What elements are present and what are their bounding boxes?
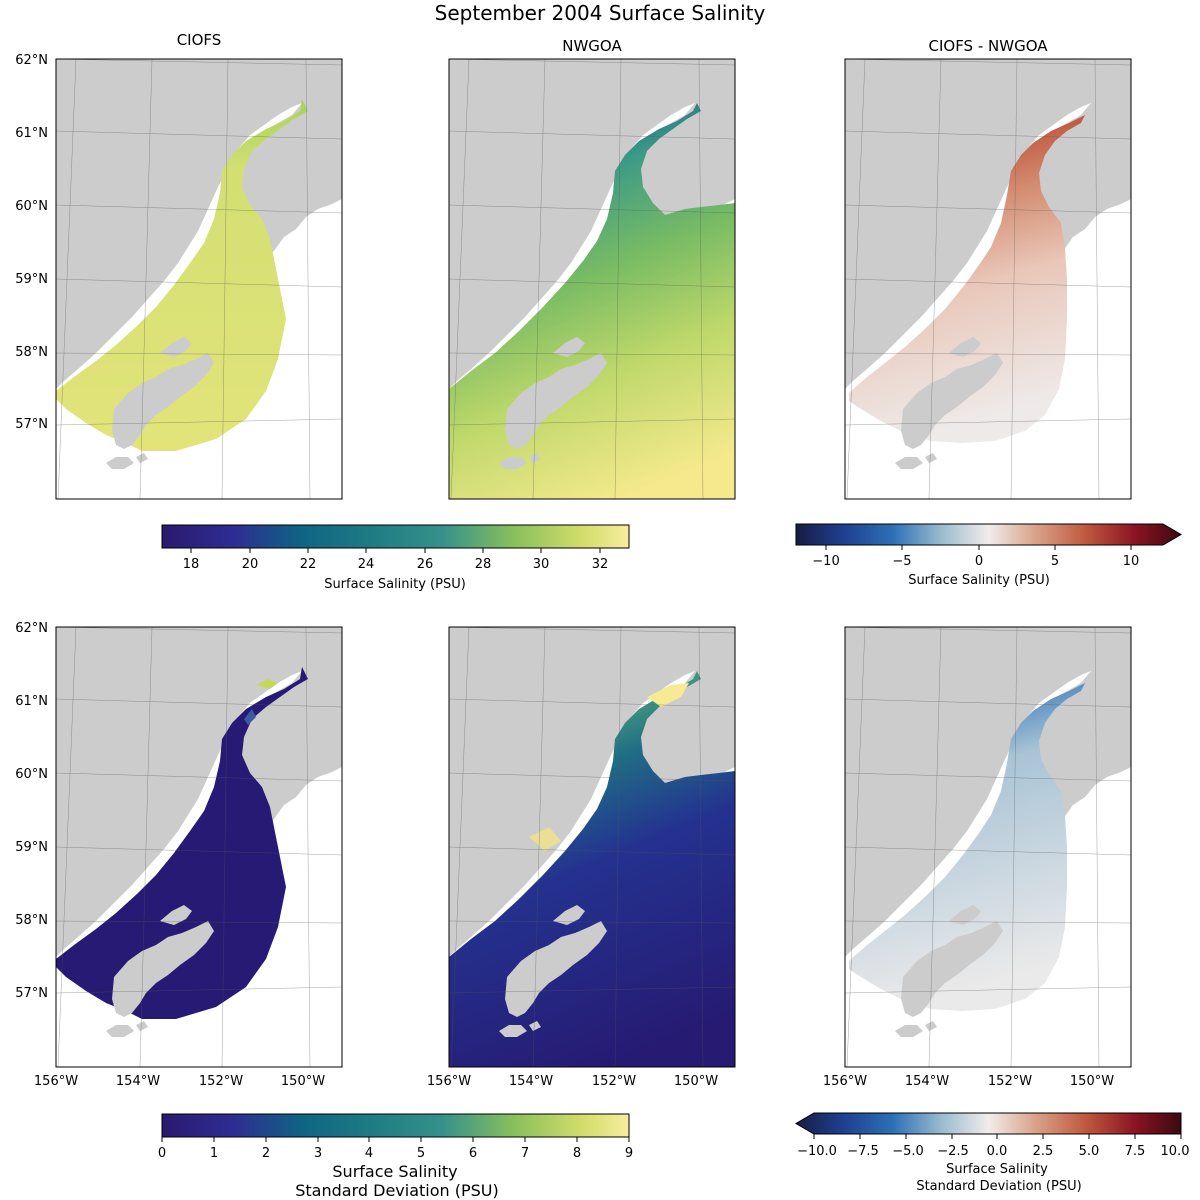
lon-label: 150°W xyxy=(281,1074,325,1089)
colorbar-tick-label: 28 xyxy=(475,557,492,572)
colorbar-label-line1: Surface Salinity xyxy=(332,1162,457,1181)
colorbar-label: Surface Salinity (PSU) xyxy=(908,573,1050,588)
colorbar-tick-label: 22 xyxy=(300,557,317,572)
colorbar-tick-label: 2 xyxy=(262,1146,270,1161)
colorbar-tick-label: 5 xyxy=(1051,554,1059,569)
colorbar-tick-label: 10 xyxy=(1123,554,1140,569)
colorbar-tick-label: 5.0 xyxy=(1079,1144,1100,1159)
lon-label: 154°W xyxy=(116,1074,160,1089)
colorbar-tick-label: −10.0 xyxy=(797,1144,837,1159)
lon-label: 152°W xyxy=(988,1074,1032,1089)
map-panel-difference-mean xyxy=(844,58,1132,500)
lon-labels-difference: 156°W 154°W 152°W 150°W xyxy=(823,1074,1114,1089)
lat-label: 61°N xyxy=(15,694,48,709)
colorbar-label-line2: Standard Deviation (PSU) xyxy=(295,1181,499,1200)
lat-label: 57°N xyxy=(15,986,48,1001)
colorbar-tick-label: 5 xyxy=(417,1146,425,1161)
map-panel-ciofs-std xyxy=(55,626,343,1068)
colorbar-tick-label: −5 xyxy=(892,554,911,569)
colorbar-tick-label: 7.5 xyxy=(1125,1144,1146,1159)
colorbar-tick-label: 4 xyxy=(365,1146,373,1161)
colorbar-tick-label: 9 xyxy=(625,1146,633,1161)
colorbar-tick-label: 24 xyxy=(358,557,375,572)
lat-label: 59°N xyxy=(15,840,48,855)
column-title-ciofs: CIOFS xyxy=(177,31,222,49)
colorbar-tick-label: 0 xyxy=(975,554,983,569)
map-panel-nwgoa-mean xyxy=(448,58,736,500)
colorbar-tick-label: −7.5 xyxy=(847,1144,879,1159)
lon-label: 156°W xyxy=(34,1074,78,1089)
colorbar-tick-label: 10.0 xyxy=(1161,1144,1190,1159)
lon-labels-ciofs: 156°W 154°W 152°W 150°W xyxy=(34,1074,325,1089)
lat-label: 59°N xyxy=(15,272,48,287)
column-title-difference: CIOFS - NWGOA xyxy=(928,37,1048,55)
colorbar-tick-label: 0 xyxy=(158,1146,166,1161)
lon-label: 152°W xyxy=(592,1074,636,1089)
lat-labels-row1: 62°N 61°N 60°N 59°N 58°N 57°N xyxy=(15,53,48,432)
lon-label: 156°W xyxy=(823,1074,867,1089)
colorbar-tick-label: 18 xyxy=(183,557,200,572)
lat-label: 58°N xyxy=(15,913,48,928)
lon-labels-nwgoa: 156°W 154°W 152°W 150°W xyxy=(427,1074,718,1089)
colorbar-mean-salinity: 18 20 22 24 26 28 30 32 Surface Salinity… xyxy=(161,524,630,592)
lat-label: 58°N xyxy=(15,345,48,360)
map-panel-ciofs-mean xyxy=(55,58,343,500)
colorbar-tick-label: 26 xyxy=(417,557,434,572)
colorbar-label-line1: Surface Salinity xyxy=(946,1162,1048,1177)
colorbar-tick-label: 20 xyxy=(242,557,259,572)
colorbar-std-salinity: 0 1 2 3 4 5 6 7 8 9 Surface Salinity Sta… xyxy=(158,1113,633,1200)
colorbar-label-line2: Standard Deviation (PSU) xyxy=(916,1179,1081,1194)
lon-label: 152°W xyxy=(199,1074,243,1089)
map-panel-nwgoa-std xyxy=(448,626,736,1068)
map-panel-difference-std xyxy=(844,626,1132,1068)
column-title-nwgoa: NWGOA xyxy=(562,37,622,55)
colorbar-mean-difference: −10 −5 0 5 10 Surface Salinity (PSU) xyxy=(795,523,1182,588)
colorbar-std-difference: −10.0 −7.5 −5.0 −2.5 0.0 2.5 5.0 7.5 10.… xyxy=(795,1112,1190,1194)
colorbar-tick-label: 1 xyxy=(210,1146,218,1161)
lat-label: 61°N xyxy=(15,126,48,141)
lon-label: 154°W xyxy=(905,1074,949,1089)
lon-label: 156°W xyxy=(427,1074,471,1089)
lat-label: 60°N xyxy=(15,767,48,782)
lon-label: 150°W xyxy=(1070,1074,1114,1089)
lat-label: 57°N xyxy=(15,417,48,432)
lon-label: 154°W xyxy=(509,1074,553,1089)
colorbar-tick-label: 32 xyxy=(592,557,609,572)
colorbar-tick-label: −5.0 xyxy=(892,1144,924,1159)
colorbar-tick-label: 7 xyxy=(521,1146,529,1161)
lat-label: 62°N xyxy=(15,621,48,636)
lon-label: 150°W xyxy=(674,1074,718,1089)
colorbar-tick-label: 8 xyxy=(573,1146,581,1161)
lat-labels-row2: 62°N 61°N 60°N 59°N 58°N 57°N xyxy=(15,621,48,1001)
colorbar-tick-label: 0.0 xyxy=(987,1144,1008,1159)
lat-label: 62°N xyxy=(15,53,48,68)
colorbar-tick-label: 2.5 xyxy=(1033,1144,1054,1159)
figure-title: September 2004 Surface Salinity xyxy=(435,1,766,25)
colorbar-tick-label: 6 xyxy=(469,1146,477,1161)
colorbar-label: Surface Salinity (PSU) xyxy=(324,577,466,592)
lat-label: 60°N xyxy=(15,199,48,214)
colorbar-tick-label: 30 xyxy=(533,557,550,572)
colorbar-tick-label: −10 xyxy=(812,554,839,569)
colorbar-tick-label: 3 xyxy=(314,1146,322,1161)
colorbar-tick-label: −2.5 xyxy=(937,1144,969,1159)
